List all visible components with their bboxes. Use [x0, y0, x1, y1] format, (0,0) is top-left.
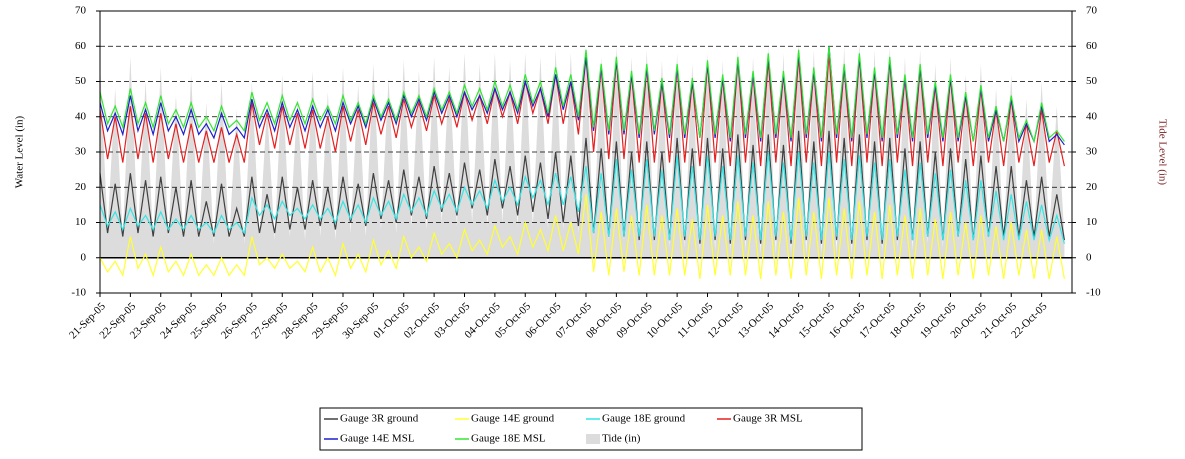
legend-label: Gauge 3R ground — [340, 413, 419, 425]
legend-swatch — [586, 434, 600, 444]
y-tick-label: 40 — [75, 110, 87, 122]
y-tick-label: 20 — [75, 181, 87, 193]
y-tick-label: 30 — [75, 146, 87, 158]
y2-tick-label: 50 — [1086, 75, 1098, 87]
legend-label: Gauge 18E ground — [602, 413, 686, 425]
legend-label: Gauge 18E MSL — [471, 433, 546, 445]
y2-axis-label: Tide Level (in) — [1156, 119, 1168, 186]
series-line — [99, 46, 1065, 144]
line-layer — [99, 46, 1066, 280]
y2-tick-label: 30 — [1086, 146, 1098, 158]
y-tick-label: 50 — [75, 75, 87, 87]
y-tick-label: 60 — [75, 40, 87, 52]
y2-tick-label: 0 — [1086, 251, 1092, 263]
y-axis-label: Water Level (in) — [14, 115, 26, 188]
series-line — [99, 151, 1065, 244]
tide-area — [100, 42, 1065, 258]
series-line — [99, 194, 1066, 280]
y-tick-label: -10 — [71, 287, 86, 299]
series-line — [99, 130, 1066, 244]
legend-label: Gauge 3R MSL — [733, 413, 803, 425]
area-layer — [100, 42, 1065, 258]
y2-tick-label: -10 — [1086, 287, 1101, 299]
legend-label: Gauge 14E ground — [471, 413, 555, 425]
y-tick-label: 10 — [75, 216, 87, 228]
y2-tick-label: 70 — [1086, 5, 1098, 17]
y2-tick-label: 40 — [1086, 110, 1098, 122]
legend-label: Tide (in) — [602, 433, 641, 445]
y-tick-label: 70 — [75, 5, 87, 17]
y2-tick-label: 20 — [1086, 181, 1098, 193]
legend: Gauge 3R ground Gauge 14E ground Gauge 18E… — [319, 407, 863, 451]
y2-tick-label: 60 — [1086, 40, 1098, 52]
legend-label: Gauge 14E MSL — [340, 433, 415, 445]
y2-tick-label: 10 — [1086, 216, 1098, 228]
y-tick-label: 0 — [81, 251, 87, 263]
